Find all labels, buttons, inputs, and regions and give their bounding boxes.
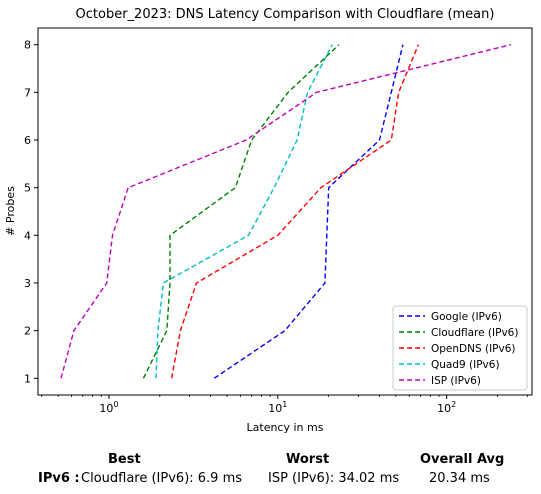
- legend-label: OpenDNS (IPv6): [431, 343, 516, 355]
- series-line-google-ipv6: [213, 44, 404, 379]
- legend: Google (IPv6) Cloudflare (IPv6) OpenDNS (I…: [392, 305, 528, 391]
- latency-chart: October_2023: DNS Latency Comparison wit…: [4, 7, 533, 434]
- y-tick-label: 8: [24, 39, 31, 52]
- x-tick-label: 102: [437, 400, 456, 415]
- legend-label: Quad9 (IPv6): [431, 359, 500, 371]
- y-tick-label: 1: [24, 372, 31, 385]
- best-value: Cloudflare (IPv6): 6.9 ms: [81, 471, 243, 486]
- y-tick-label: 5: [24, 182, 31, 195]
- ipv6-row-label: IPv6 :: [38, 471, 80, 486]
- legend-label: Google (IPv6): [431, 311, 502, 323]
- y-tick-label: 3: [24, 277, 31, 290]
- series-line-cloudflare-ipv6: [142, 44, 340, 379]
- y-tick-label: 4: [24, 229, 31, 242]
- y-tick-label: 7: [24, 86, 31, 99]
- overall-avg-header: Overall Avg: [420, 452, 505, 467]
- legend-label: Cloudflare (IPv6): [431, 327, 518, 339]
- legend-label: ISP (IPv6): [431, 375, 481, 387]
- x-tick-label: 101: [268, 400, 287, 415]
- worst-header: Worst: [286, 452, 330, 467]
- best-header: Best: [108, 452, 141, 467]
- x-axis-label: Latency in ms: [247, 421, 324, 434]
- y-tick-label: 2: [24, 325, 31, 338]
- y-axis-label: # Probes: [4, 186, 17, 236]
- series-line-quad9-ipv6: [155, 44, 333, 379]
- worst-value: ISP (IPv6): 34.02 ms: [268, 471, 400, 486]
- plot-frame: [37, 27, 533, 396]
- series-lines: [60, 44, 512, 379]
- y-tick-label: 6: [24, 134, 31, 147]
- series-line-opendns-ipv6: [170, 44, 420, 379]
- legend-box: [392, 305, 528, 391]
- series-line-isp-ipv6: [60, 44, 512, 379]
- x-tick-label: 100: [99, 400, 118, 415]
- chart-title: October_2023: DNS Latency Comparison wit…: [76, 7, 495, 22]
- overall-avg-value: 20.34 ms: [429, 471, 490, 486]
